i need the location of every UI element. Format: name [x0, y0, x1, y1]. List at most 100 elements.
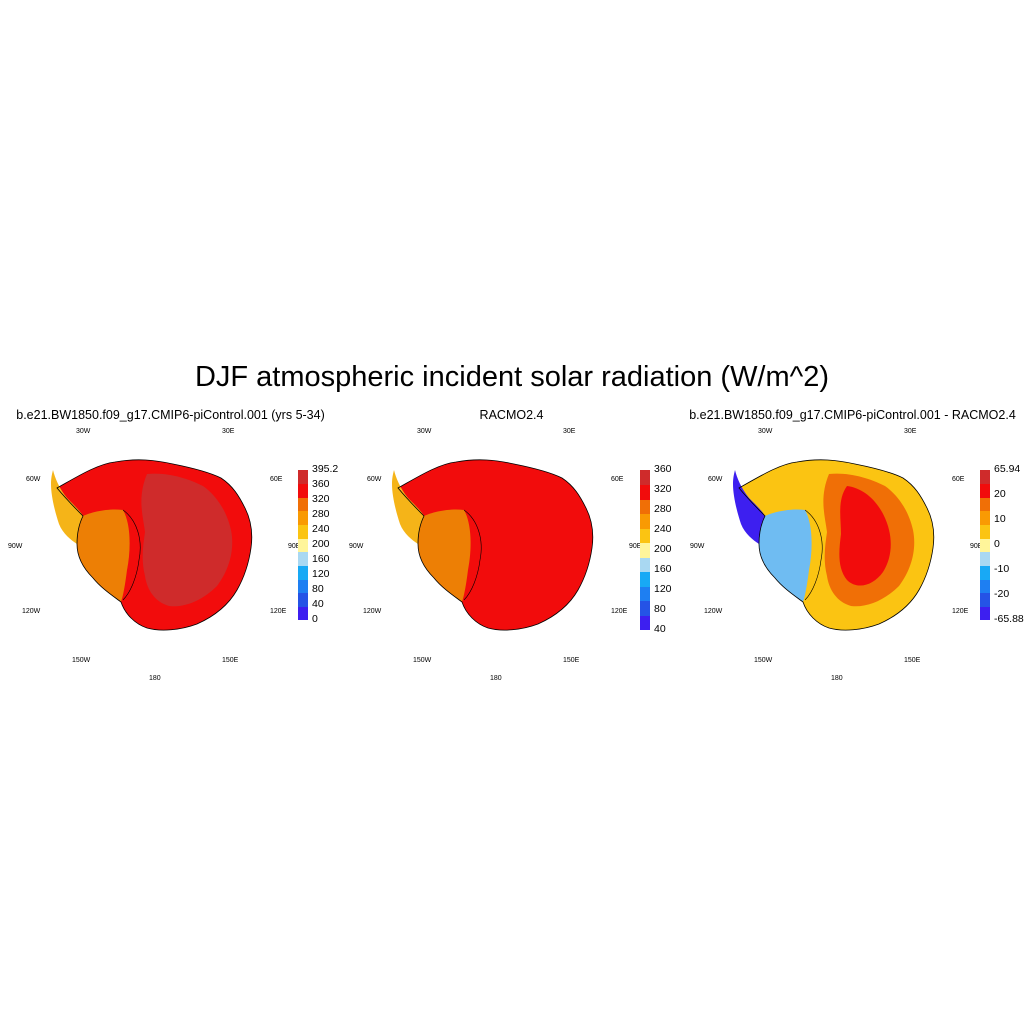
- longitude-label: 180: [831, 675, 843, 682]
- longitude-label: 60W: [708, 476, 723, 483]
- colorbar-tick-label: 280: [654, 503, 672, 515]
- longitude-label: 150E: [222, 657, 239, 664]
- colorbar-tick-label: 0: [312, 613, 318, 625]
- longitude-label: 120E: [611, 608, 628, 615]
- longitude-label: 90W: [349, 543, 364, 550]
- colorbar-tick-label: 80: [312, 583, 324, 595]
- colorbar-swatch: [980, 565, 990, 580]
- colorbar-swatch: [298, 579, 308, 594]
- colorbar-swatch: [640, 557, 650, 573]
- longitude-label: 60W: [367, 476, 382, 483]
- region-plateau: [141, 473, 233, 607]
- colorbar-swatch: [980, 592, 990, 607]
- panel-title: RACMO2.4: [479, 408, 544, 422]
- colorbar-swatch: [640, 499, 650, 515]
- colorbar-tick-label: 80: [654, 603, 666, 615]
- region-peninsula: [51, 470, 83, 544]
- longitude-label: 150W: [413, 657, 432, 664]
- region-west-antarctica: [418, 509, 471, 602]
- longitude-label: 30E: [904, 428, 917, 435]
- longitude-label: 90W: [690, 543, 705, 550]
- panel-model: b.e21.BW1850.f09_g17.CMIP6-piControl.001…: [0, 400, 341, 700]
- longitude-label: 120W: [363, 608, 382, 615]
- colorbar-tick-label: 240: [654, 523, 672, 535]
- colorbar-swatch: [980, 510, 990, 526]
- colorbar-tick-label: 360: [654, 463, 672, 475]
- colorbar-tick-label: 10: [994, 513, 1006, 525]
- colorbar: [640, 470, 650, 631]
- colorbar-swatch: [298, 510, 308, 526]
- colorbar-swatch: [298, 551, 308, 566]
- longitude-label: 30W: [76, 428, 91, 435]
- colorbar-swatch: [640, 600, 650, 616]
- colorbar-swatch: [640, 542, 650, 558]
- colorbar-tick-label: 320: [654, 483, 672, 495]
- longitude-label: 90E: [629, 543, 642, 550]
- colorbar-tick-label: 40: [312, 598, 324, 610]
- coastline: [56, 459, 253, 631]
- colorbar-swatch: [980, 497, 990, 512]
- colorbar-swatch: [298, 592, 308, 607]
- colorbar-tick-label: 240: [312, 523, 330, 535]
- colorbar-tick-label: 360: [312, 478, 330, 490]
- region-west-antarctica: [77, 509, 130, 602]
- colorbar-swatch: [640, 484, 650, 500]
- colorbar-swatch: [298, 497, 308, 512]
- colorbar-tick-label: 20: [994, 488, 1006, 500]
- colorbar-tick-label: 65.94: [994, 463, 1021, 475]
- colorbar-tick-label: -10: [994, 563, 1010, 575]
- colorbar-swatch: [980, 538, 990, 553]
- longitude-label: 180: [490, 675, 502, 682]
- longitude-label: 180: [149, 675, 161, 682]
- colorbar-swatch: [640, 586, 650, 602]
- colorbar-swatch: [980, 551, 990, 566]
- colorbar-swatch: [980, 524, 990, 539]
- region-west-antarctica: [759, 509, 812, 602]
- longitude-label: 150E: [904, 657, 921, 664]
- colorbar-swatch: [298, 470, 308, 485]
- colorbar-tick-label: -20: [994, 588, 1010, 600]
- colorbar-swatch: [640, 615, 650, 631]
- ice-shelf-line: [122, 509, 141, 601]
- longitude-label: 90E: [970, 543, 983, 550]
- colorbar-tick-label: 40: [654, 623, 666, 635]
- colorbar-tick-label: 320: [312, 493, 330, 505]
- colorbar-swatch: [640, 571, 650, 587]
- colorbar: [980, 470, 990, 621]
- longitude-label: 120E: [952, 608, 969, 615]
- colorbar-swatch: [640, 528, 650, 544]
- colorbar-swatch: [980, 483, 990, 498]
- panel-racmo: RACMO2.4 30W 30E 60W 60E 90W 90E 120W 120E 150W 15…: [341, 400, 682, 700]
- region-peninsula: [733, 470, 765, 544]
- ice-shelf-line: [463, 509, 482, 601]
- colorbar-tick-label: 160: [312, 553, 330, 565]
- longitude-label: 60E: [270, 476, 283, 483]
- colorbar-swatch: [298, 538, 308, 553]
- longitude-label: 90E: [288, 543, 301, 550]
- panel-difference: b.e21.BW1850.f09_g17.CMIP6-piControl.001…: [682, 400, 1024, 700]
- colorbar-swatch: [298, 483, 308, 498]
- colorbar-swatch: [298, 606, 308, 621]
- region-peninsula: [392, 470, 424, 544]
- antarctica-map: [392, 459, 594, 631]
- longitude-label: 120W: [22, 608, 41, 615]
- colorbar-swatch: [298, 565, 308, 580]
- colorbar-swatch: [298, 524, 308, 539]
- colorbar-swatch: [980, 470, 990, 485]
- colorbar-tick-label: 120: [654, 583, 672, 595]
- colorbar-tick-label: 280: [312, 508, 330, 520]
- longitude-label: 120E: [270, 608, 287, 615]
- colorbar: [298, 470, 308, 621]
- longitude-label: 30E: [222, 428, 235, 435]
- antarctica-map: [51, 459, 253, 631]
- colorbar-swatch: [980, 579, 990, 594]
- colorbar-swatch: [640, 513, 650, 529]
- colorbar-tick-label: 200: [312, 538, 330, 550]
- colorbar-swatch: [640, 470, 650, 486]
- longitude-label: 60E: [952, 476, 965, 483]
- longitude-label: 60E: [611, 476, 624, 483]
- panel-title: b.e21.BW1850.f09_g17.CMIP6-piControl.001…: [16, 408, 325, 422]
- longitude-label: 150E: [563, 657, 580, 664]
- longitude-label: 30E: [563, 428, 576, 435]
- colorbar-tick-label: 120: [312, 568, 330, 580]
